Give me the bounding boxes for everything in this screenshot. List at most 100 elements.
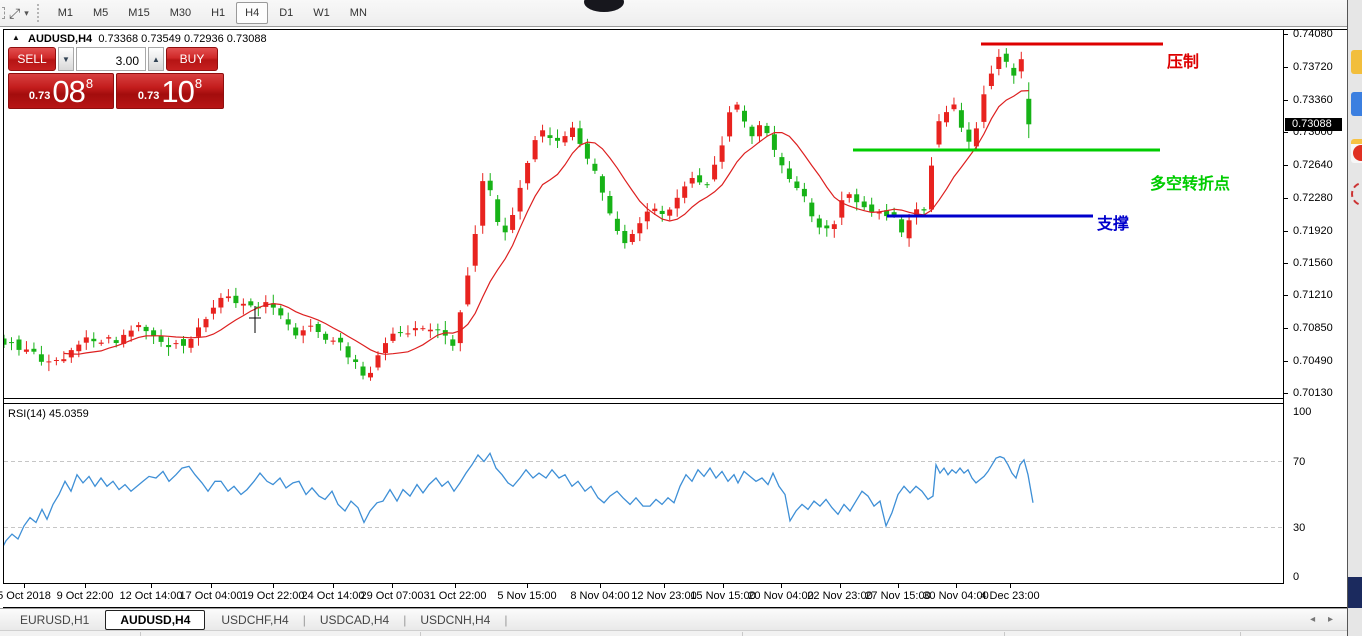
status-bar bbox=[0, 630, 1347, 636]
rsi-axis-label: 30 bbox=[1293, 521, 1306, 534]
high-value: 0.73549 bbox=[141, 33, 181, 45]
marquee-icon[interactable] bbox=[0, 7, 5, 19]
resistance-annotation[interactable]: 压制 bbox=[1167, 54, 1200, 71]
price-axis[interactable]: 0.74080 0.73720 0.73360 0.73000 0.72640 0.722… bbox=[1284, 28, 1347, 583]
time-axis-tick bbox=[527, 584, 528, 588]
sell-quote-pip: 8 bbox=[85, 76, 94, 91]
chart-tab-AUDUSD-H4[interactable]: AUDUSD,H4 bbox=[105, 609, 206, 630]
rsi-axis-label: 100 bbox=[1293, 406, 1312, 418]
price-axis-tick bbox=[1284, 360, 1288, 362]
desktop-icon-blue[interactable] bbox=[1351, 92, 1362, 116]
volume-decrease-button[interactable]: ▼ bbox=[58, 47, 74, 71]
price-axis-tick bbox=[1284, 393, 1288, 395]
webcam-notch bbox=[584, 0, 624, 12]
desktop-icon-dashed-circle[interactable] bbox=[1351, 182, 1362, 206]
price-axis-label: 0.70130 bbox=[1293, 387, 1333, 400]
tab-scroll-right-icon[interactable]: ▸ bbox=[1327, 614, 1333, 625]
time-axis-tick bbox=[840, 584, 841, 588]
splitter-bottom[interactable] bbox=[3, 403, 1283, 404]
price-axis-tick bbox=[1284, 99, 1288, 101]
time-axis-tick bbox=[211, 584, 212, 588]
price-axis-label: 0.70850 bbox=[1293, 321, 1333, 334]
timeframe-button-H1[interactable]: H1 bbox=[211, 7, 226, 19]
chart-top-border bbox=[3, 29, 1347, 30]
desktop-icon-browser[interactable] bbox=[1351, 139, 1362, 163]
time-axis-tick bbox=[273, 584, 274, 588]
sell-quote[interactable]: 0.73 08 8 bbox=[8, 73, 114, 109]
time-axis-label: 24 Oct 14:00 bbox=[301, 590, 365, 602]
timeframe-button-D1[interactable]: D1 bbox=[279, 7, 294, 19]
volume-input[interactable] bbox=[76, 47, 146, 71]
time-axis-tick bbox=[151, 584, 152, 588]
time-axis-label: 31 Oct 22:00 bbox=[423, 590, 487, 602]
tab-scroll-left-icon[interactable]: ◂ bbox=[1310, 614, 1316, 625]
timeframe-button-M15[interactable]: M15 bbox=[128, 7, 150, 19]
support-annotation[interactable]: 支撑 bbox=[1097, 216, 1130, 233]
price-axis-tick bbox=[1284, 132, 1288, 134]
timeframe-button-M5[interactable]: M5 bbox=[93, 7, 109, 19]
toolbar: ⤢ ▾ M1 M5 M15 M30 H1 H4 D1 W1 MN bbox=[0, 0, 1347, 27]
price-axis-tick bbox=[1284, 197, 1288, 199]
chart-tab-EURUSD-H1[interactable]: EURUSD,H1 bbox=[20, 612, 90, 627]
price-axis-label: 0.70490 bbox=[1293, 354, 1333, 367]
time-axis[interactable]: 5 Oct 2018 9 Oct 22:00 12 Oct 14:00 17 Oct … bbox=[0, 584, 1283, 607]
sell-button[interactable]: SELL bbox=[8, 47, 56, 71]
timeframe-button-H4[interactable]: H4 bbox=[236, 2, 269, 24]
price-axis-label: 0.73360 bbox=[1293, 93, 1333, 106]
price-axis-label: 0.72280 bbox=[1293, 191, 1333, 204]
collapse-panel-icon[interactable]: ▲ bbox=[12, 33, 20, 42]
timeframe-button-W1[interactable]: W1 bbox=[313, 7, 330, 19]
chart-left-border bbox=[3, 29, 4, 607]
timeframe-button-MN[interactable]: MN bbox=[349, 7, 367, 19]
splitter-top[interactable] bbox=[3, 398, 1283, 399]
price-axis-label: 0.74080 bbox=[1293, 28, 1333, 40]
time-axis-label: 8 Nov 04:00 bbox=[570, 590, 630, 602]
time-axis-label: 5 Oct 2018 bbox=[0, 590, 51, 602]
taskbar-fragment bbox=[1348, 577, 1362, 608]
rsi-canvas[interactable] bbox=[4, 404, 1283, 583]
buy-button[interactable]: BUY bbox=[166, 47, 218, 71]
buy-quote-prefix: 0.73 bbox=[137, 90, 160, 102]
rsi-bottom-border bbox=[3, 583, 1283, 584]
sell-quote-prefix: 0.73 bbox=[28, 90, 51, 102]
timeframe-button-M30[interactable]: M30 bbox=[169, 7, 192, 19]
time-axis-label: 19 Oct 22:00 bbox=[241, 590, 305, 602]
price-axis-tick bbox=[1284, 34, 1288, 35]
price-axis-tick bbox=[1284, 327, 1288, 329]
toolbar-grip[interactable] bbox=[36, 4, 42, 22]
close-value: 0.73088 bbox=[226, 33, 267, 45]
time-axis-label: 15 Nov 15:00 bbox=[690, 590, 756, 602]
moving-average-line bbox=[63, 90, 1029, 355]
desktop-icon-yellow[interactable] bbox=[1351, 50, 1362, 74]
price-axis-border[interactable] bbox=[1283, 29, 1284, 584]
price-axis-tick bbox=[1284, 295, 1288, 297]
toolbar-dropdown-caret-icon[interactable]: ▾ bbox=[24, 7, 29, 18]
time-axis-tick bbox=[781, 584, 782, 588]
chart-tab-USDCAD-H4[interactable]: USDCAD,H4 bbox=[319, 612, 390, 627]
tab-separator: | bbox=[302, 612, 306, 627]
price-axis-label: 0.71210 bbox=[1293, 289, 1333, 302]
arrange-windows-icon[interactable]: ⤢ bbox=[9, 4, 21, 21]
timeframe-button-M1[interactable]: M1 bbox=[57, 7, 74, 19]
symbol-label: AUDUSD,H4 bbox=[28, 33, 93, 45]
volume-increase-button[interactable]: ▲ bbox=[148, 47, 164, 71]
price-axis-label: 0.73720 bbox=[1293, 60, 1333, 73]
chart-tab-bar: EURUSD,H1 AUDUSD,H4 USDCHF,H4 | USDCAD,H4 | US… bbox=[0, 608, 1347, 630]
main-chart-canvas[interactable] bbox=[4, 31, 1283, 397]
window-bottom-border bbox=[3, 607, 1347, 608]
current-price-badge: 0.73088 bbox=[1285, 117, 1342, 131]
one-click-trade-panel: SELL ▼ ▲ BUY 0.73 08 8 0.73 10 8 bbox=[8, 47, 226, 109]
chart-tab-USDCNH-H4[interactable]: USDCNH,H4 bbox=[420, 612, 491, 627]
time-axis-tick bbox=[600, 584, 601, 588]
desktop-strip bbox=[1347, 0, 1362, 636]
tab-separator: | bbox=[403, 612, 407, 627]
low-value: 0.72936 bbox=[183, 33, 224, 45]
time-axis-label: 17 Oct 04:00 bbox=[179, 590, 243, 602]
chart-tab-USDCHF-H4[interactable]: USDCHF,H4 bbox=[221, 612, 289, 627]
time-axis-tick bbox=[24, 584, 25, 588]
time-axis-label: 29 Oct 07:00 bbox=[360, 590, 424, 602]
time-axis-label: 20 Nov 04:00 bbox=[748, 590, 814, 602]
pivot-annotation[interactable]: 多空转折点 bbox=[1150, 176, 1231, 193]
time-axis-tick bbox=[898, 584, 899, 588]
buy-quote[interactable]: 0.73 10 8 bbox=[116, 73, 224, 109]
